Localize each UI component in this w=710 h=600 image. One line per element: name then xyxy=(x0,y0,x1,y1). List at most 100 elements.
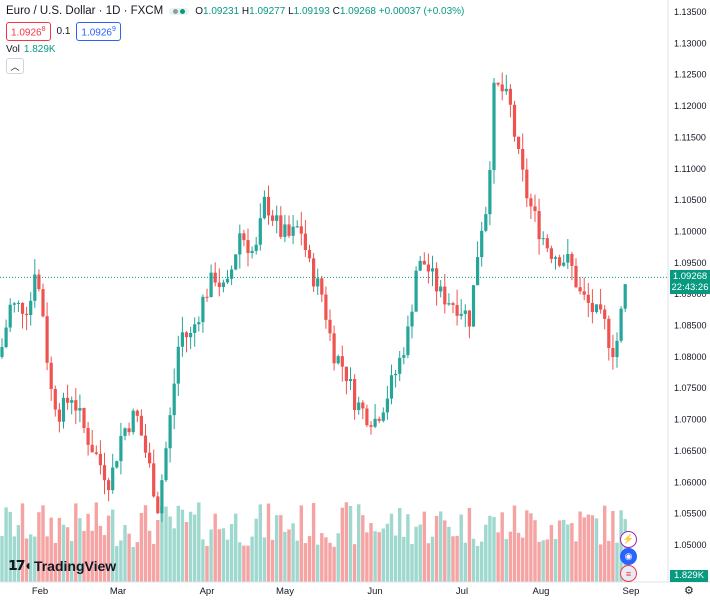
volume-bar xyxy=(74,503,78,582)
candle-body xyxy=(12,303,16,305)
volume-bar xyxy=(455,535,459,582)
volume-bar xyxy=(49,517,53,582)
candle-body xyxy=(566,253,570,263)
candle-body xyxy=(353,379,357,411)
candle-body xyxy=(348,379,353,382)
sell-button[interactable]: 1.09268 xyxy=(6,22,51,42)
status-dot-icon xyxy=(180,8,186,14)
volume-bar xyxy=(467,507,472,582)
volume-bar xyxy=(545,539,549,582)
candle-body xyxy=(377,418,381,421)
volume-bar xyxy=(33,536,37,582)
candle-body xyxy=(25,313,29,316)
volume-bar xyxy=(439,511,443,582)
market-status-indicator[interactable] xyxy=(169,7,190,15)
candle-body xyxy=(119,435,123,462)
price-tick-label: 1.11500 xyxy=(674,132,706,142)
volume-bar xyxy=(611,510,615,582)
tradingview-logo[interactable]: 𝟭𝟳◖ TradingView xyxy=(8,557,116,574)
volume-bar xyxy=(168,516,172,582)
candle-body xyxy=(57,409,61,422)
volume-bar xyxy=(463,542,467,582)
candle-body xyxy=(389,375,394,399)
volume-legend[interactable]: Vol 1.829K xyxy=(6,44,56,55)
candle-body xyxy=(623,284,627,309)
buy-button[interactable]: 1.09269 xyxy=(76,22,121,42)
candle-body xyxy=(189,332,193,338)
candle-body xyxy=(184,332,189,338)
last-price-label: 1.09268 22:43:26 xyxy=(670,270,710,294)
candle-body xyxy=(537,211,541,240)
volume-bar xyxy=(352,544,357,582)
candle-body xyxy=(246,240,250,254)
time-tick-label: Jun xyxy=(367,586,382,597)
candle-body xyxy=(123,428,127,436)
candle-body xyxy=(336,356,340,364)
candle-body xyxy=(131,410,135,433)
price-tick-label: 1.12000 xyxy=(674,101,707,111)
candle-body xyxy=(533,206,537,212)
candle-body xyxy=(320,278,324,295)
candle-body xyxy=(307,250,312,259)
volume-bar xyxy=(29,534,33,582)
candle-body xyxy=(615,340,619,358)
volume-bar xyxy=(492,517,496,582)
volume-bar xyxy=(369,523,373,582)
price-tick-label: 1.09500 xyxy=(674,258,707,268)
volume-bar xyxy=(590,515,595,582)
volume-bar xyxy=(143,505,148,582)
candle-body xyxy=(61,397,66,422)
candle-body xyxy=(0,347,4,357)
price-axis[interactable]: 1.13500 1.13000 1.12500 1.12000 1.11500 1.110… xyxy=(674,7,707,550)
candle-body xyxy=(291,226,295,236)
candle-body xyxy=(541,238,545,240)
candle-body xyxy=(107,480,111,491)
flash-icon[interactable]: ⚡ xyxy=(620,531,637,548)
volume-bar xyxy=(414,526,418,582)
volume-bar xyxy=(213,513,217,582)
volume-bar xyxy=(447,526,451,582)
trade-buttons: 1.09268 0.1 1.09269 xyxy=(6,22,121,42)
candle-body xyxy=(94,452,98,454)
volume-bar xyxy=(172,528,176,582)
volume-bar xyxy=(61,524,66,582)
volume-bar xyxy=(258,504,262,582)
time-axis[interactable]: Feb Mar Apr May Jun Jul Aug Sep xyxy=(32,586,640,597)
candle-body xyxy=(549,248,553,259)
candle-body xyxy=(443,286,447,305)
volume-bar xyxy=(250,536,254,582)
volume-bar xyxy=(20,503,25,582)
volume-bar xyxy=(70,541,74,582)
volume-bar xyxy=(344,502,349,582)
candle-body xyxy=(553,257,558,259)
volume-bar xyxy=(229,524,234,582)
candle-body xyxy=(517,136,521,149)
price-tick-label: 1.12500 xyxy=(674,70,707,80)
volume-bar xyxy=(291,523,295,582)
candle-body xyxy=(402,355,406,358)
volume-axis-label: 1.829K xyxy=(670,570,708,582)
candle-body xyxy=(418,260,422,271)
price-tick-label: 1.09000 xyxy=(674,289,707,299)
candle-body xyxy=(262,196,266,219)
candle-body xyxy=(373,418,377,427)
settings-icon[interactable]: ⚙ xyxy=(684,585,694,597)
candle-body xyxy=(16,302,20,304)
candle-body xyxy=(230,269,234,279)
volume-bar xyxy=(184,522,189,582)
calendar-event-icon[interactable]: ◉ xyxy=(620,548,637,565)
symbol-title[interactable]: Euro / U.S. Dollar · 1D · FXCM xyxy=(6,5,164,17)
volume-bar xyxy=(16,525,21,582)
change-value: +0.00037 (+0.03%) xyxy=(378,5,465,17)
volume-bar xyxy=(316,544,320,582)
volume-bar xyxy=(24,538,29,582)
price-tick-label: 1.10500 xyxy=(674,195,707,205)
candle-body xyxy=(4,327,8,348)
us-flag-icon[interactable]: ≡ xyxy=(620,565,637,582)
volume-bar xyxy=(557,520,562,582)
volume-bar xyxy=(221,528,226,582)
price-tick-label: 1.11000 xyxy=(674,164,706,174)
volume-bar xyxy=(385,523,390,582)
collapse-legend-button[interactable]: ︿ xyxy=(6,58,24,74)
